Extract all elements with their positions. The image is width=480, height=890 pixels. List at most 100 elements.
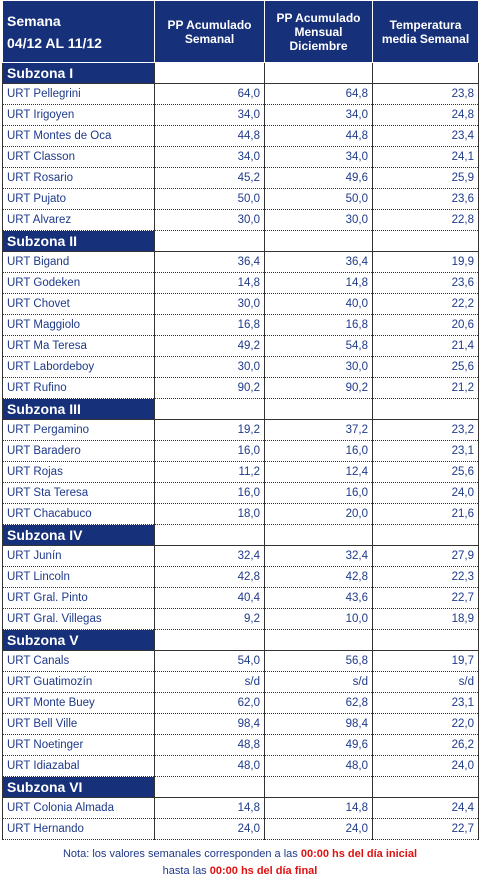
- section-blank: [154, 629, 265, 651]
- value-cell: 40,4: [154, 587, 265, 609]
- station-name: URT Noetinger: [2, 734, 155, 756]
- value-cell: 24,0: [264, 818, 373, 840]
- section-blank: [154, 230, 265, 252]
- section-blank: [372, 776, 479, 798]
- station-row: URT Pujato 50,0 50,0 23,6: [2, 188, 479, 210]
- value-cell: 56,8: [264, 650, 373, 672]
- value-cell: 18,0: [154, 503, 265, 525]
- value-cell: 12,4: [264, 461, 373, 483]
- value-cell: 43,6: [264, 587, 373, 609]
- value-cell: 19,9: [372, 251, 479, 273]
- note-red: 00:00 hs del día inicial: [300, 848, 418, 860]
- station-row: URT Maggiolo 16,8 16,8 20,6: [2, 314, 479, 336]
- station-name: URT Colonia Almada: [2, 797, 155, 819]
- value-cell: 22,0: [372, 713, 479, 735]
- value-cell: 62,8: [264, 692, 373, 714]
- value-cell: 21,2: [372, 377, 479, 399]
- value-cell: 14,8: [264, 272, 373, 294]
- station-row: URT Rojas 11,2 12,4 25,6: [2, 461, 479, 483]
- value-cell: 25,6: [372, 461, 479, 483]
- station-name: URT Rojas: [2, 461, 155, 483]
- station-row: URT Rufino 90,2 90,2 21,2: [2, 377, 479, 399]
- value-cell: 23,4: [372, 125, 479, 147]
- section-title: Subzona IV: [2, 524, 155, 546]
- value-cell: 44,8: [264, 125, 373, 147]
- station-name: URT Canals: [2, 650, 155, 672]
- value-cell: 49,6: [264, 167, 373, 189]
- station-name: URT Chacabuco: [2, 503, 155, 525]
- value-cell: 37,2: [264, 419, 373, 441]
- note-text: hasta las: [162, 865, 207, 877]
- station-row: URT Gral. Villegas 9,2 10,0 18,9: [2, 608, 479, 630]
- data-table: Semana 04/12 AL 11/12 PP Acumulado Semana…: [2, 0, 479, 840]
- value-cell: 19,7: [372, 650, 479, 672]
- value-cell: 19,2: [154, 419, 265, 441]
- value-cell: 98,4: [264, 713, 373, 735]
- station-name: URT Pellegrini: [2, 83, 155, 105]
- value-cell: 49,2: [154, 335, 265, 357]
- value-cell: 23,8: [372, 83, 479, 105]
- station-row: URT Pergamino 19,2 37,2 23,2: [2, 419, 479, 441]
- section-blank: [264, 524, 373, 546]
- station-row: URT Chovet 30,0 40,0 22,2: [2, 293, 479, 315]
- section-title: Subzona III: [2, 398, 155, 420]
- value-cell: 48,0: [154, 755, 265, 777]
- header-week: Semana 04/12 AL 11/12: [2, 0, 155, 63]
- station-row: URT Gral. Pinto 40,4 43,6 22,7: [2, 587, 479, 609]
- note-text: Nota: los valores semanales corresponden…: [62, 848, 298, 860]
- station-name: URT Lincoln: [2, 566, 155, 588]
- table-body: Semana 04/12 AL 11/12 PP Acumulado Semana…: [2, 0, 479, 840]
- section-row: Subzona VI: [2, 776, 479, 798]
- value-cell: 24,4: [372, 797, 479, 819]
- value-cell: 30,0: [154, 356, 265, 378]
- value-cell: 34,0: [264, 104, 373, 126]
- value-cell: 24,0: [372, 755, 479, 777]
- station-row: URT Sta Teresa 16,0 16,0 24,0: [2, 482, 479, 504]
- value-cell: 23,6: [372, 272, 479, 294]
- station-name: URT Chovet: [2, 293, 155, 315]
- value-cell: 23,6: [372, 188, 479, 210]
- station-name: URT Rosario: [2, 167, 155, 189]
- value-cell: 36,4: [264, 251, 373, 273]
- value-cell: 18,9: [372, 608, 479, 630]
- value-cell: 14,8: [264, 797, 373, 819]
- value-cell: 25,6: [372, 356, 479, 378]
- value-cell: 16,8: [264, 314, 373, 336]
- value-cell: 54,8: [264, 335, 373, 357]
- value-cell: 21,4: [372, 335, 479, 357]
- value-cell: 48,8: [154, 734, 265, 756]
- value-cell: 16,8: [154, 314, 265, 336]
- station-name: URT Labordeboy: [2, 356, 155, 378]
- value-cell: 90,2: [264, 377, 373, 399]
- value-cell: 22,3: [372, 566, 479, 588]
- value-cell: 30,0: [154, 293, 265, 315]
- section-blank: [264, 776, 373, 798]
- section-title: Subzona V: [2, 629, 155, 651]
- station-row: URT Colonia Almada 14,8 14,8 24,4: [2, 797, 479, 819]
- header-title: Semana: [7, 12, 61, 29]
- value-cell: 21,6: [372, 503, 479, 525]
- value-cell: 64,8: [264, 83, 373, 105]
- value-cell: 11,2: [154, 461, 265, 483]
- value-cell: 14,8: [154, 797, 265, 819]
- station-row: URT Monte Buey 62,0 62,8 23,1: [2, 692, 479, 714]
- station-name: URT Pujato: [2, 188, 155, 210]
- section-blank: [264, 230, 373, 252]
- value-cell: 23,1: [372, 440, 479, 462]
- value-cell: 50,0: [264, 188, 373, 210]
- note-red: 00:00 hs del día final: [209, 865, 318, 877]
- station-row: URT Bigand 36,4 36,4 19,9: [2, 251, 479, 273]
- header-period: 04/12 AL 11/12: [7, 34, 102, 51]
- station-row: URT Rosario 45,2 49,6 25,9: [2, 167, 479, 189]
- value-cell: 16,0: [154, 440, 265, 462]
- value-cell: 98,4: [154, 713, 265, 735]
- station-row: URT Noetinger 48,8 49,6 26,2: [2, 734, 479, 756]
- value-cell: 26,2: [372, 734, 479, 756]
- station-name: URT Montes de Oca: [2, 125, 155, 147]
- station-name: URT Ma Teresa: [2, 335, 155, 357]
- section-title: Subzona II: [2, 230, 155, 252]
- station-name: URT Godeken: [2, 272, 155, 294]
- station-row: URT Ma Teresa 49,2 54,8 21,4: [2, 335, 479, 357]
- value-cell: 24,0: [154, 818, 265, 840]
- section-blank: [154, 776, 265, 798]
